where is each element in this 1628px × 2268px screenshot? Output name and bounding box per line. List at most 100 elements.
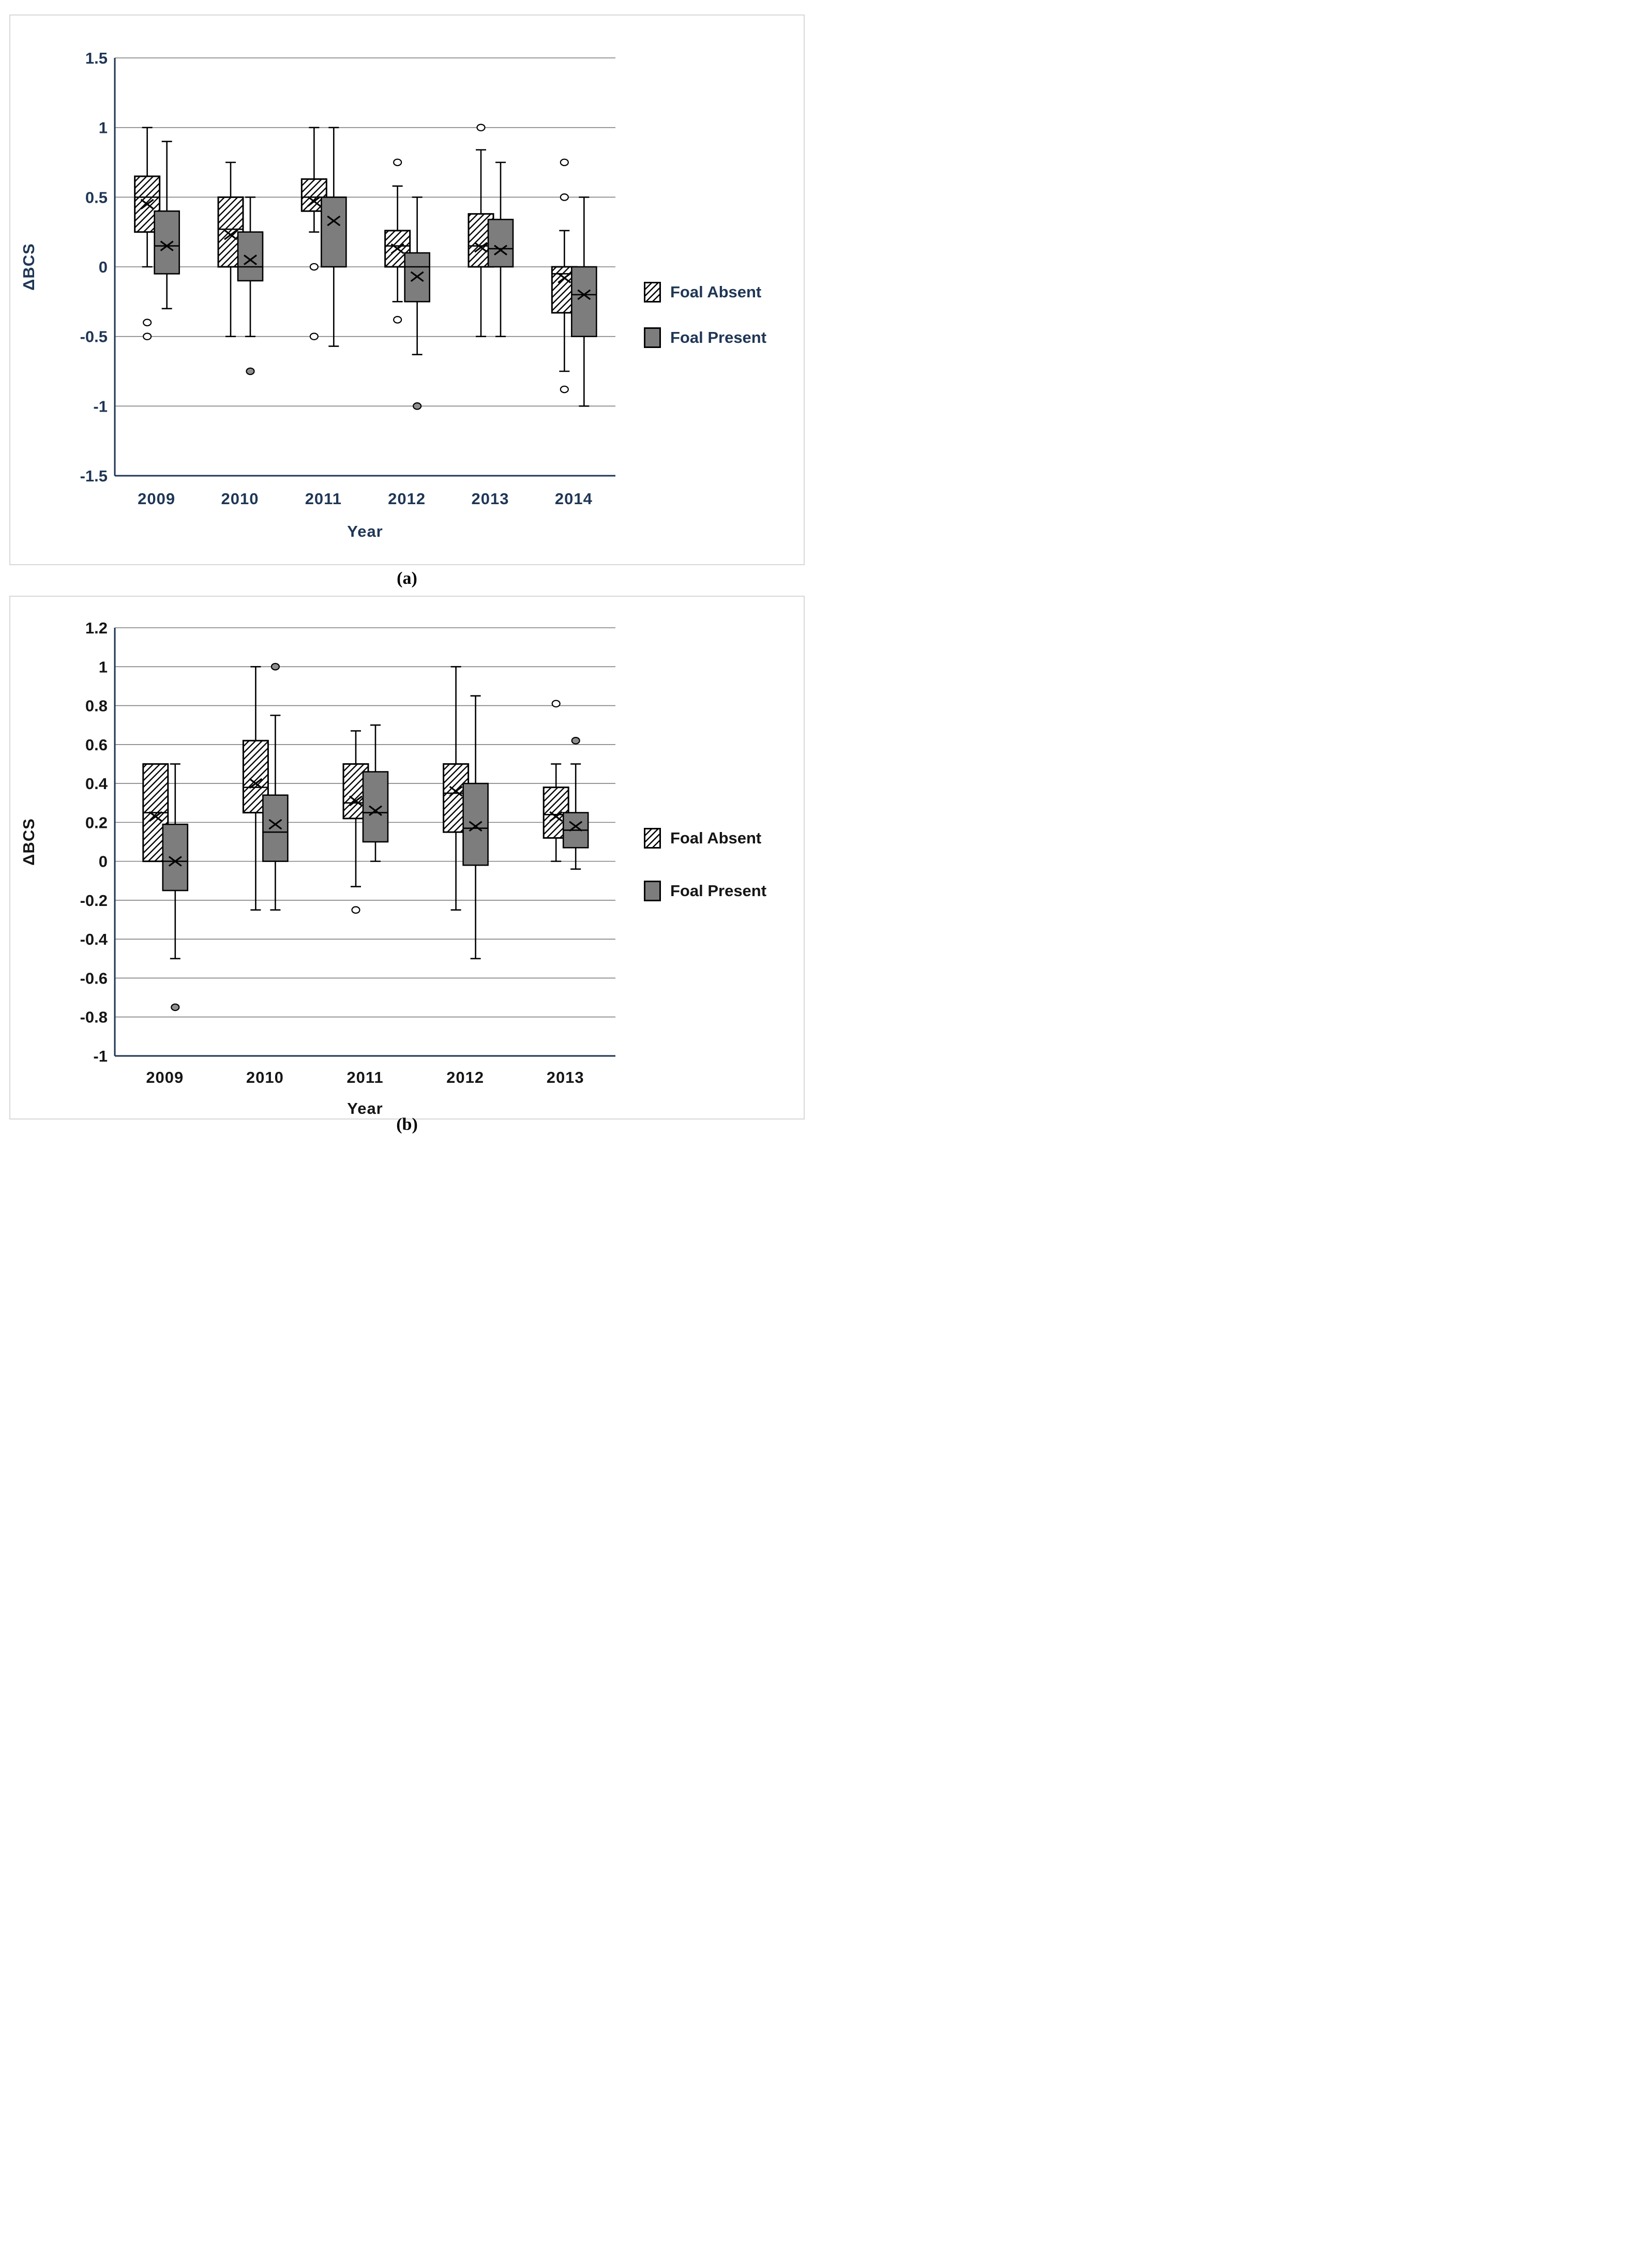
y-tick-label: 0.6 [85, 736, 108, 754]
foal-present-swatch-icon [644, 327, 661, 348]
y-tick-label: 1.5 [85, 49, 108, 67]
mean-marker-present-2011 [369, 805, 382, 817]
mean-marker-absent-2010 [249, 778, 263, 789]
y-tick-label: 0.5 [85, 188, 108, 206]
outlier-absent-2009 [143, 332, 152, 340]
y-tick-label: 0.8 [85, 697, 108, 715]
y-tick-label: 1 [99, 119, 108, 137]
x-tick-label: 2011 [305, 490, 342, 508]
y-tick-label: -1.5 [80, 467, 108, 485]
mean-marker-absent-2011 [307, 196, 321, 207]
box-present-2014 [571, 266, 597, 337]
mean-marker-present-2009 [168, 856, 182, 867]
box-present-2013 [487, 219, 514, 268]
x-tick-label: 2009 [146, 1068, 184, 1086]
x-tick-label: 2010 [246, 1068, 284, 1086]
y-tick-label: -1 [93, 1047, 108, 1065]
mean-marker-absent-2009 [140, 199, 154, 210]
x-axis-title: Year [347, 1099, 383, 1117]
chart-a-svg: 1.5 1 0.5 0 -0.5 -1 -1.5 ΔBCS 2009 2010 2011 2012 20… [20, 49, 615, 540]
legend-b: Foal Absent Foal Present [644, 828, 766, 901]
y-tick-label: 1.2 [85, 619, 108, 637]
panel-a: 1.5 1 0.5 0 -0.5 -1 -1.5 ΔBCS 2009 2010 2011 2012 20… [9, 14, 805, 565]
box-present-2010 [262, 794, 289, 862]
mean-marker-present-2014 [577, 289, 591, 300]
x-tick-label: 2013 [472, 490, 509, 508]
outlier-absent-2011 [351, 906, 360, 914]
box-present-2012 [462, 782, 489, 866]
foal-absent-label: Foal Absent [670, 829, 762, 847]
y-tick-label: -1 [93, 397, 108, 415]
mean-marker-present-2012 [410, 271, 424, 282]
outlier-absent-2014 [560, 385, 569, 394]
x-tick-label: 2009 [138, 490, 175, 508]
chart-b-svg: 1.2 1 0.8 0.6 0.4 0.2 0 -0.2 -0.4 -0.6 -0.8 -1 ΔBCS 2… [20, 619, 615, 1117]
outlier-absent-2013 [476, 124, 486, 131]
x-tick-label: 2010 [221, 490, 259, 508]
mean-marker-absent-2013 [549, 811, 563, 822]
mean-marker-absent-2013 [474, 242, 488, 253]
box-present-2009 [154, 210, 180, 275]
outlier-present-2009 [171, 1003, 180, 1011]
box-present-2011 [362, 771, 389, 843]
y-tick-label: 0 [99, 258, 108, 276]
caption-a: (a) [397, 569, 417, 588]
outlier-present-2012 [413, 402, 422, 410]
mean-marker-absent-2011 [349, 795, 363, 807]
outlier-absent-2013 [551, 700, 561, 708]
legend-entry-foal-present: Foal Present [644, 327, 766, 348]
foal-absent-swatch-icon [644, 282, 661, 303]
box-present-2010 [237, 231, 264, 282]
outlier-absent-2009 [143, 319, 152, 327]
outlier-present-2013 [571, 736, 580, 745]
outlier-present-2010 [246, 367, 255, 375]
outlier-absent-2014 [560, 158, 569, 167]
foal-present-label: Foal Present [670, 882, 767, 900]
outlier-present-2010 [270, 662, 280, 671]
y-tick-label: -0.6 [80, 969, 108, 987]
mean-marker-absent-2012 [449, 785, 463, 797]
x-tick-label: 2012 [446, 1068, 484, 1086]
outlier-absent-2011 [309, 332, 319, 340]
x-axis-title: Year [347, 522, 383, 540]
mean-marker-present-2009 [160, 240, 174, 251]
legend-entry-foal-present: Foal Present [644, 881, 766, 901]
legend-a: Foal Absent Foal Present [644, 282, 766, 348]
y-axis-title: ΔBCS [20, 243, 38, 291]
foal-present-label: Foal Present [670, 328, 767, 346]
foal-absent-swatch-icon [644, 828, 661, 849]
x-tick-label: 2012 [388, 490, 426, 508]
y-tick-label: -0.5 [80, 328, 108, 346]
y-tick-label: 0 [99, 853, 108, 871]
outlier-absent-2014 [560, 193, 569, 201]
mean-marker-present-2010 [268, 819, 282, 830]
outlier-absent-2011 [309, 263, 319, 271]
legend-entry-foal-absent: Foal Absent [644, 828, 766, 849]
x-tick-label: 2014 [555, 490, 593, 508]
x-tick-label: 2013 [547, 1068, 584, 1086]
outlier-absent-2012 [393, 158, 402, 167]
caption-b: (b) [396, 1115, 418, 1134]
mean-marker-present-2010 [244, 254, 257, 265]
foal-absent-label: Foal Absent [670, 283, 762, 301]
y-tick-label: -0.4 [80, 930, 108, 948]
mean-marker-present-2012 [469, 821, 483, 832]
mean-marker-present-2013 [569, 821, 583, 832]
mean-marker-absent-2014 [557, 273, 571, 283]
mean-marker-absent-2010 [224, 229, 237, 240]
mean-marker-present-2011 [327, 215, 341, 226]
legend-entry-foal-absent: Foal Absent [644, 282, 766, 303]
y-axis-title: ΔBCS [20, 818, 38, 866]
y-tick-label: 0.2 [85, 813, 108, 831]
x-tick-label: 2011 [346, 1068, 383, 1086]
panel-b: 1.2 1 0.8 0.6 0.4 0.2 0 -0.2 -0.4 -0.6 -0.8 -1 ΔBCS 2… [9, 596, 805, 1120]
y-tick-label: -0.2 [80, 891, 108, 910]
mean-marker-absent-2012 [390, 243, 404, 254]
foal-present-swatch-icon [644, 881, 661, 901]
box-present-2011 [321, 196, 347, 268]
mean-marker-absent-2009 [148, 811, 162, 822]
box-present-2009 [162, 823, 189, 891]
y-tick-label: -0.8 [80, 1008, 108, 1026]
mean-marker-present-2013 [494, 245, 507, 255]
outlier-absent-2012 [393, 316, 402, 324]
